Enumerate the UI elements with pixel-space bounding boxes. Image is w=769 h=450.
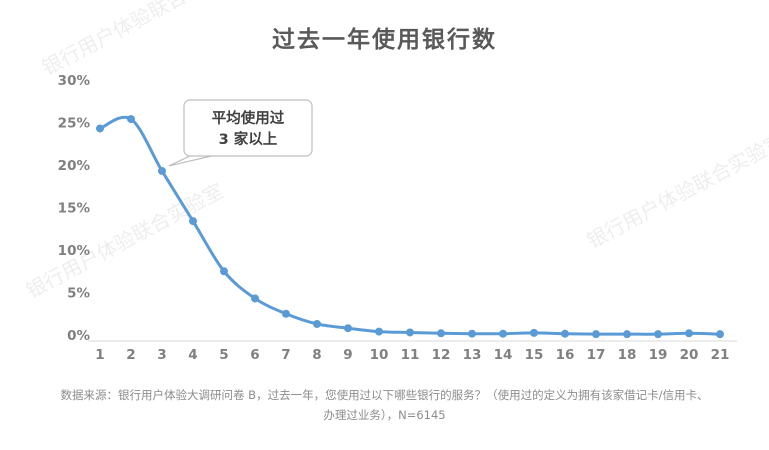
- data-point: [560, 329, 569, 338]
- y-tick-label: 30%: [57, 73, 90, 89]
- data-point: [653, 330, 662, 339]
- callout: [182, 99, 313, 157]
- x-tick-label: 18: [617, 347, 636, 363]
- data-point: [591, 330, 600, 339]
- x-tick-label: 19: [648, 347, 667, 363]
- line-chart: 0% 5% 10% 15% 20% 25% 30% 1 2 3 4 5 6 7 8 9 10 11 12 13 14 15…: [25, 60, 745, 384]
- data-point: [157, 166, 166, 175]
- y-tick-label: 5%: [67, 286, 90, 302]
- source-note: 数据来源：银行用户体验大调研问卷 B，过去一年，您使用过以下哪些银行的服务？（使…: [60, 388, 709, 422]
- data-point: [188, 217, 197, 226]
- data-point: [498, 329, 507, 338]
- y-tick-label: 10%: [57, 243, 90, 259]
- data-point: [126, 115, 135, 124]
- x-tick-label: 16: [555, 347, 574, 363]
- y-tick-label: 25%: [57, 116, 90, 132]
- x-tick-label: 15: [524, 347, 543, 363]
- callout-text: 3 家以上: [218, 130, 277, 148]
- x-tick-label: 9: [343, 347, 352, 363]
- data-point: [467, 329, 476, 338]
- data-point: [250, 294, 259, 303]
- data-point: [622, 330, 631, 339]
- x-tick-label: 7: [281, 347, 290, 363]
- data-point: [684, 329, 693, 338]
- x-tick-label: 11: [400, 347, 419, 363]
- data-point: [219, 267, 228, 276]
- data-point: [374, 327, 383, 336]
- callout-text: 平均使用过: [211, 109, 284, 127]
- x-tick-label: 10: [369, 347, 388, 363]
- x-tick-label: 2: [126, 347, 135, 363]
- y-tick-label: 20%: [57, 158, 90, 174]
- x-tick-label: 20: [679, 347, 698, 363]
- x-tick-label: 13: [462, 347, 481, 363]
- x-tick-label: 12: [431, 347, 450, 363]
- chart-canvas: 0%5%10%15%20%25%30%1 2 3 4 5 6 7 8 9 10 11 12 13 14 15…: [57, 73, 737, 363]
- y-tick-label: 0%: [67, 328, 90, 344]
- data-point: [281, 309, 290, 318]
- x-tick-label: 4: [188, 347, 197, 363]
- chart-title: 过去一年使用银行数: [272, 27, 497, 53]
- x-tick-label: 21: [710, 347, 729, 363]
- y-tick-label: 15%: [57, 201, 90, 217]
- data-point: [436, 329, 445, 338]
- x-tick-label: 14: [493, 347, 512, 363]
- x-tick-label: 5: [219, 347, 228, 363]
- x-tick-label: 3: [157, 347, 166, 363]
- data-point: [343, 324, 352, 333]
- x-tick-label: 6: [250, 347, 259, 363]
- data-point: [312, 319, 321, 328]
- data-point: [95, 124, 104, 133]
- x-tick-label: 1: [95, 347, 104, 363]
- data-point: [715, 330, 724, 339]
- data-point: [405, 328, 414, 337]
- data-point: [529, 328, 538, 337]
- x-tick-label: 8: [312, 347, 321, 363]
- x-tick-label: 17: [586, 347, 605, 363]
